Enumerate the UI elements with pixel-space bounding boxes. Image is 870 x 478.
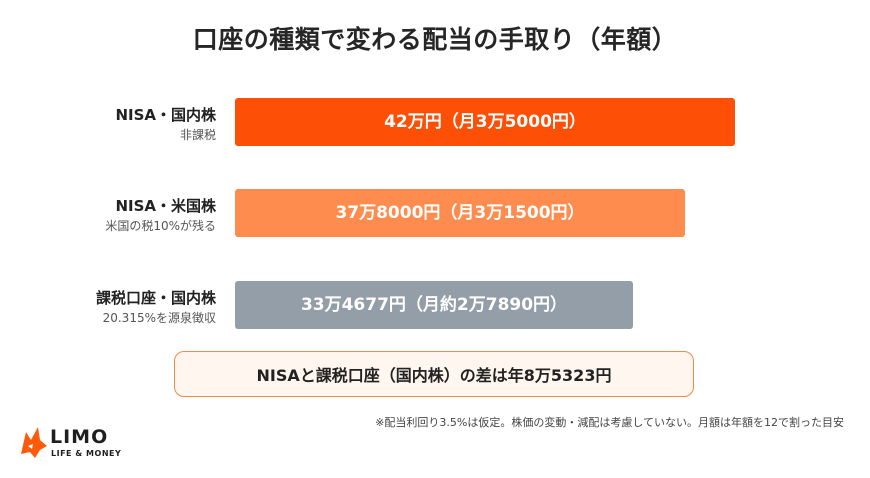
category-note: 20.315%を源泉徴収 bbox=[102, 311, 216, 325]
category-note: 米国の税10%が残る bbox=[105, 219, 216, 233]
bar bbox=[235, 189, 685, 237]
category-label: NISA・米国株 bbox=[115, 197, 216, 215]
summary-box: NISAと課税口座（国内株）の差は年8万5323円 bbox=[174, 351, 694, 397]
category-label: 課税口座・国内株 bbox=[95, 289, 216, 307]
logo-wordmark: LIMO bbox=[50, 426, 109, 448]
bar bbox=[235, 98, 735, 146]
category-note: 非課税 bbox=[179, 128, 216, 142]
footnote: ※配当利回り3.5%は仮定。株価の変動・減配は考慮していない。月額は年額を12で… bbox=[375, 416, 844, 429]
bar-value-label: 42万円（月3万5000円） bbox=[384, 112, 586, 132]
category-label: NISA・国内株 bbox=[115, 106, 216, 124]
bar-value-label: 33万4677円（月約2万7890円） bbox=[300, 295, 568, 315]
bar bbox=[235, 281, 633, 329]
chart-title: 口座の種類で変わる配当の手取り（年額） bbox=[192, 25, 678, 54]
summary-text: NISAと課税口座（国内株）の差は年8万5323円 bbox=[256, 366, 612, 385]
fox-logo-icon bbox=[21, 427, 47, 458]
logo-tagline: LIFE & MONEY bbox=[51, 449, 122, 458]
limo-logo: LIMO LIFE & MONEY bbox=[18, 424, 138, 464]
bar-value-label: 37万8000円（月3万1500円） bbox=[335, 203, 585, 223]
